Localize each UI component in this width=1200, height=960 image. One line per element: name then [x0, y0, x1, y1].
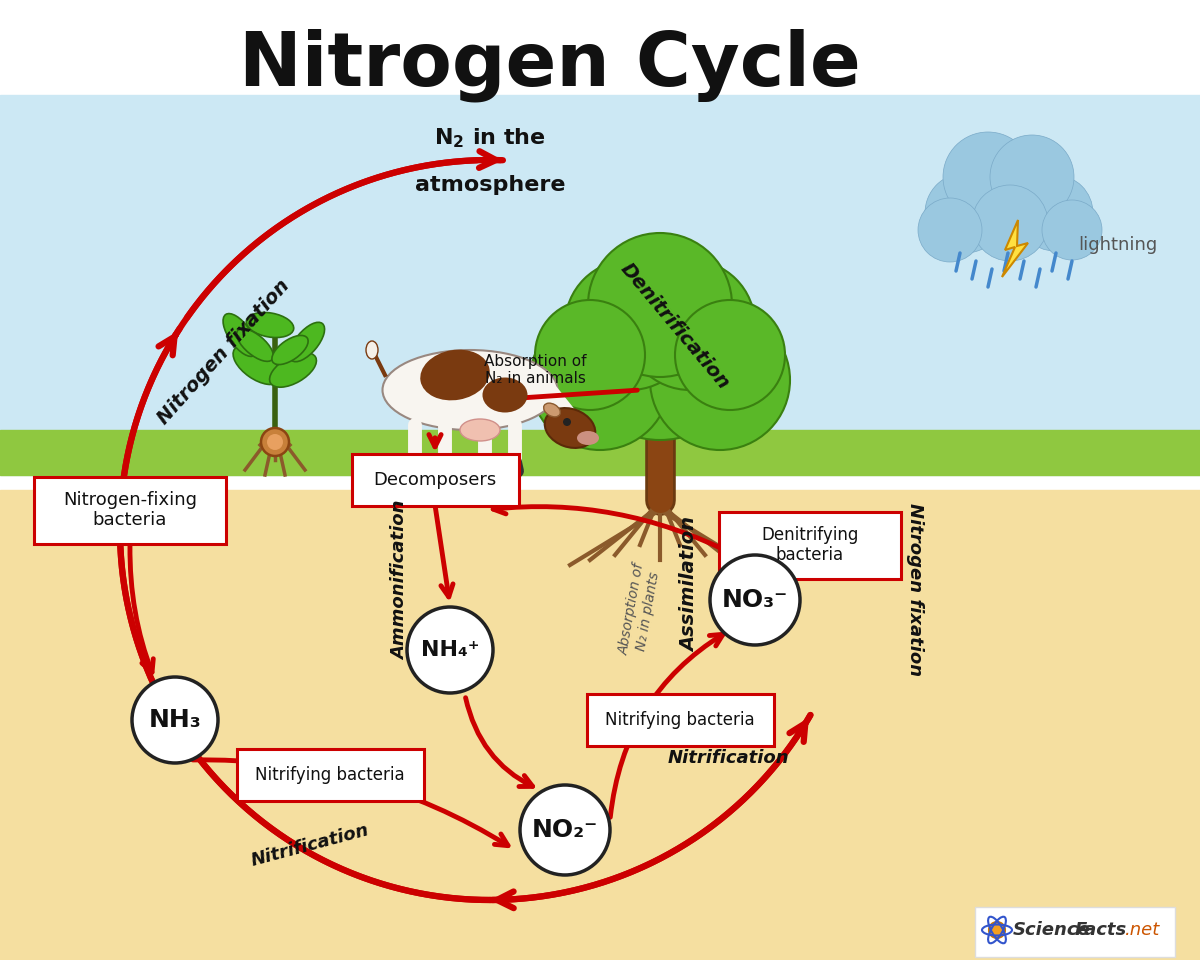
Text: Nitrification: Nitrification: [668, 749, 790, 767]
Text: Ammonification: Ammonification: [391, 500, 409, 660]
Text: Decomposers: Decomposers: [373, 471, 497, 489]
Circle shape: [563, 418, 571, 426]
Ellipse shape: [545, 408, 595, 448]
FancyBboxPatch shape: [352, 454, 518, 506]
Text: Nitrogen fixation: Nitrogen fixation: [906, 503, 924, 677]
Ellipse shape: [223, 314, 257, 356]
Bar: [0, 490, 1200, 960]
Bar: [0, 430, 1200, 475]
Circle shape: [943, 132, 1033, 222]
Text: Absorption of
N₂ in plants: Absorption of N₂ in plants: [617, 562, 662, 659]
Text: .net: .net: [1126, 921, 1160, 939]
Ellipse shape: [366, 341, 378, 359]
Circle shape: [710, 555, 800, 645]
Ellipse shape: [272, 335, 308, 365]
Text: Assimilation: Assimilation: [680, 517, 700, 653]
Ellipse shape: [544, 403, 560, 417]
Circle shape: [918, 198, 982, 262]
Circle shape: [132, 677, 218, 763]
Text: Nitrogen Cycle: Nitrogen Cycle: [239, 28, 860, 102]
Circle shape: [570, 260, 750, 440]
Text: Absorption of
N₂ in animals: Absorption of N₂ in animals: [484, 354, 587, 386]
Circle shape: [266, 434, 283, 450]
Text: Facts: Facts: [1075, 921, 1127, 939]
Ellipse shape: [420, 349, 490, 400]
Ellipse shape: [482, 377, 528, 413]
Circle shape: [407, 607, 493, 693]
FancyBboxPatch shape: [587, 694, 774, 746]
Text: Nitrogen-fixing
bacteria: Nitrogen-fixing bacteria: [64, 491, 197, 529]
Circle shape: [262, 428, 289, 456]
Text: $\mathbf{N_2}$ in the: $\mathbf{N_2}$ in the: [434, 127, 546, 150]
Ellipse shape: [270, 353, 317, 387]
Text: Nitrification: Nitrification: [248, 821, 371, 870]
Circle shape: [588, 233, 732, 377]
Circle shape: [1018, 175, 1093, 251]
Bar: [0, 0, 1200, 95]
Text: atmosphere: atmosphere: [415, 175, 565, 195]
Text: Nitrifying bacteria: Nitrifying bacteria: [605, 711, 755, 729]
Ellipse shape: [460, 419, 500, 441]
Polygon shape: [1002, 220, 1028, 277]
Circle shape: [650, 310, 790, 450]
Ellipse shape: [289, 323, 324, 362]
FancyBboxPatch shape: [34, 476, 226, 543]
Circle shape: [958, 143, 1062, 247]
Bar: [0, 95, 1200, 475]
Circle shape: [535, 300, 646, 410]
Ellipse shape: [246, 312, 294, 338]
Ellipse shape: [236, 328, 274, 361]
Bar: [974, 907, 1175, 957]
Circle shape: [972, 185, 1048, 261]
Ellipse shape: [233, 346, 281, 385]
Text: lightning: lightning: [1078, 236, 1157, 254]
Ellipse shape: [383, 350, 558, 430]
Text: NO₃⁻: NO₃⁻: [722, 588, 788, 612]
Circle shape: [990, 135, 1074, 219]
Circle shape: [625, 260, 755, 390]
Text: NH₃: NH₃: [149, 708, 202, 732]
Circle shape: [989, 922, 1006, 938]
Circle shape: [565, 260, 695, 390]
FancyBboxPatch shape: [236, 749, 424, 801]
Circle shape: [674, 300, 785, 410]
Ellipse shape: [577, 431, 599, 445]
Text: Denitrifying
bacteria: Denitrifying bacteria: [761, 526, 859, 564]
Text: Nitrogen fixation: Nitrogen fixation: [154, 276, 293, 428]
Circle shape: [530, 310, 670, 450]
Circle shape: [925, 173, 1006, 253]
Text: Science: Science: [1013, 921, 1091, 939]
Text: NH₄⁺: NH₄⁺: [421, 640, 479, 660]
Text: NO₂⁻: NO₂⁻: [532, 818, 598, 842]
Circle shape: [1042, 200, 1102, 260]
Text: Nitrifying bacteria: Nitrifying bacteria: [256, 766, 404, 784]
Circle shape: [520, 785, 610, 875]
Text: Denitrification: Denitrification: [617, 259, 733, 394]
FancyBboxPatch shape: [719, 512, 901, 579]
